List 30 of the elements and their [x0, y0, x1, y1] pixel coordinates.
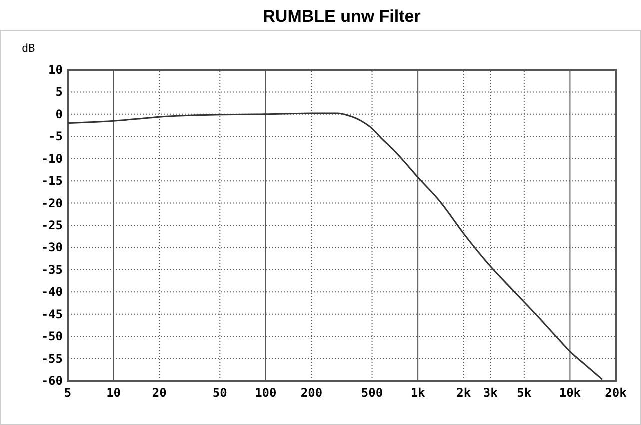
y-tick-label: -5: [48, 130, 63, 144]
x-tick-label: 2k: [456, 386, 472, 400]
x-tick-label: 500: [361, 386, 384, 400]
y-tick-label: -20: [41, 196, 63, 210]
x-tick-label: 10: [106, 386, 122, 400]
chart-title: RUMBLE unw Filter: [263, 7, 422, 26]
y-tick-label: -10: [41, 152, 63, 166]
x-tick-label: 200: [300, 386, 323, 400]
y-tick-label: -60: [41, 374, 63, 388]
x-tick-label: 50: [212, 386, 228, 400]
x-tick-label: 5k: [517, 386, 532, 400]
x-tick-label: 5: [64, 386, 72, 400]
y-tick-label: 0: [56, 107, 63, 122]
x-tick-label: 100: [255, 386, 277, 400]
x-tick-label: 10k: [559, 386, 582, 400]
x-tick-label: 1k: [410, 386, 426, 400]
y-tick-label: -55: [41, 352, 63, 366]
y-tick-label: -50: [41, 330, 63, 344]
y-tick-label: -25: [41, 218, 63, 232]
x-tick-label: 20k: [605, 386, 628, 400]
x-tick-label: 3k: [483, 386, 499, 400]
y-tick-label: -35: [41, 262, 63, 277]
y-tick-label: -30: [41, 240, 63, 255]
y-tick-label: -40: [41, 285, 63, 300]
y-axis-title: dB: [22, 42, 36, 55]
y-tick-label: 5: [56, 85, 63, 100]
y-tick-label: -15: [41, 174, 63, 188]
y-tick-label: -45: [41, 307, 63, 322]
y-tick-label: 10: [48, 63, 63, 77]
x-tick-label: 20: [152, 386, 167, 400]
